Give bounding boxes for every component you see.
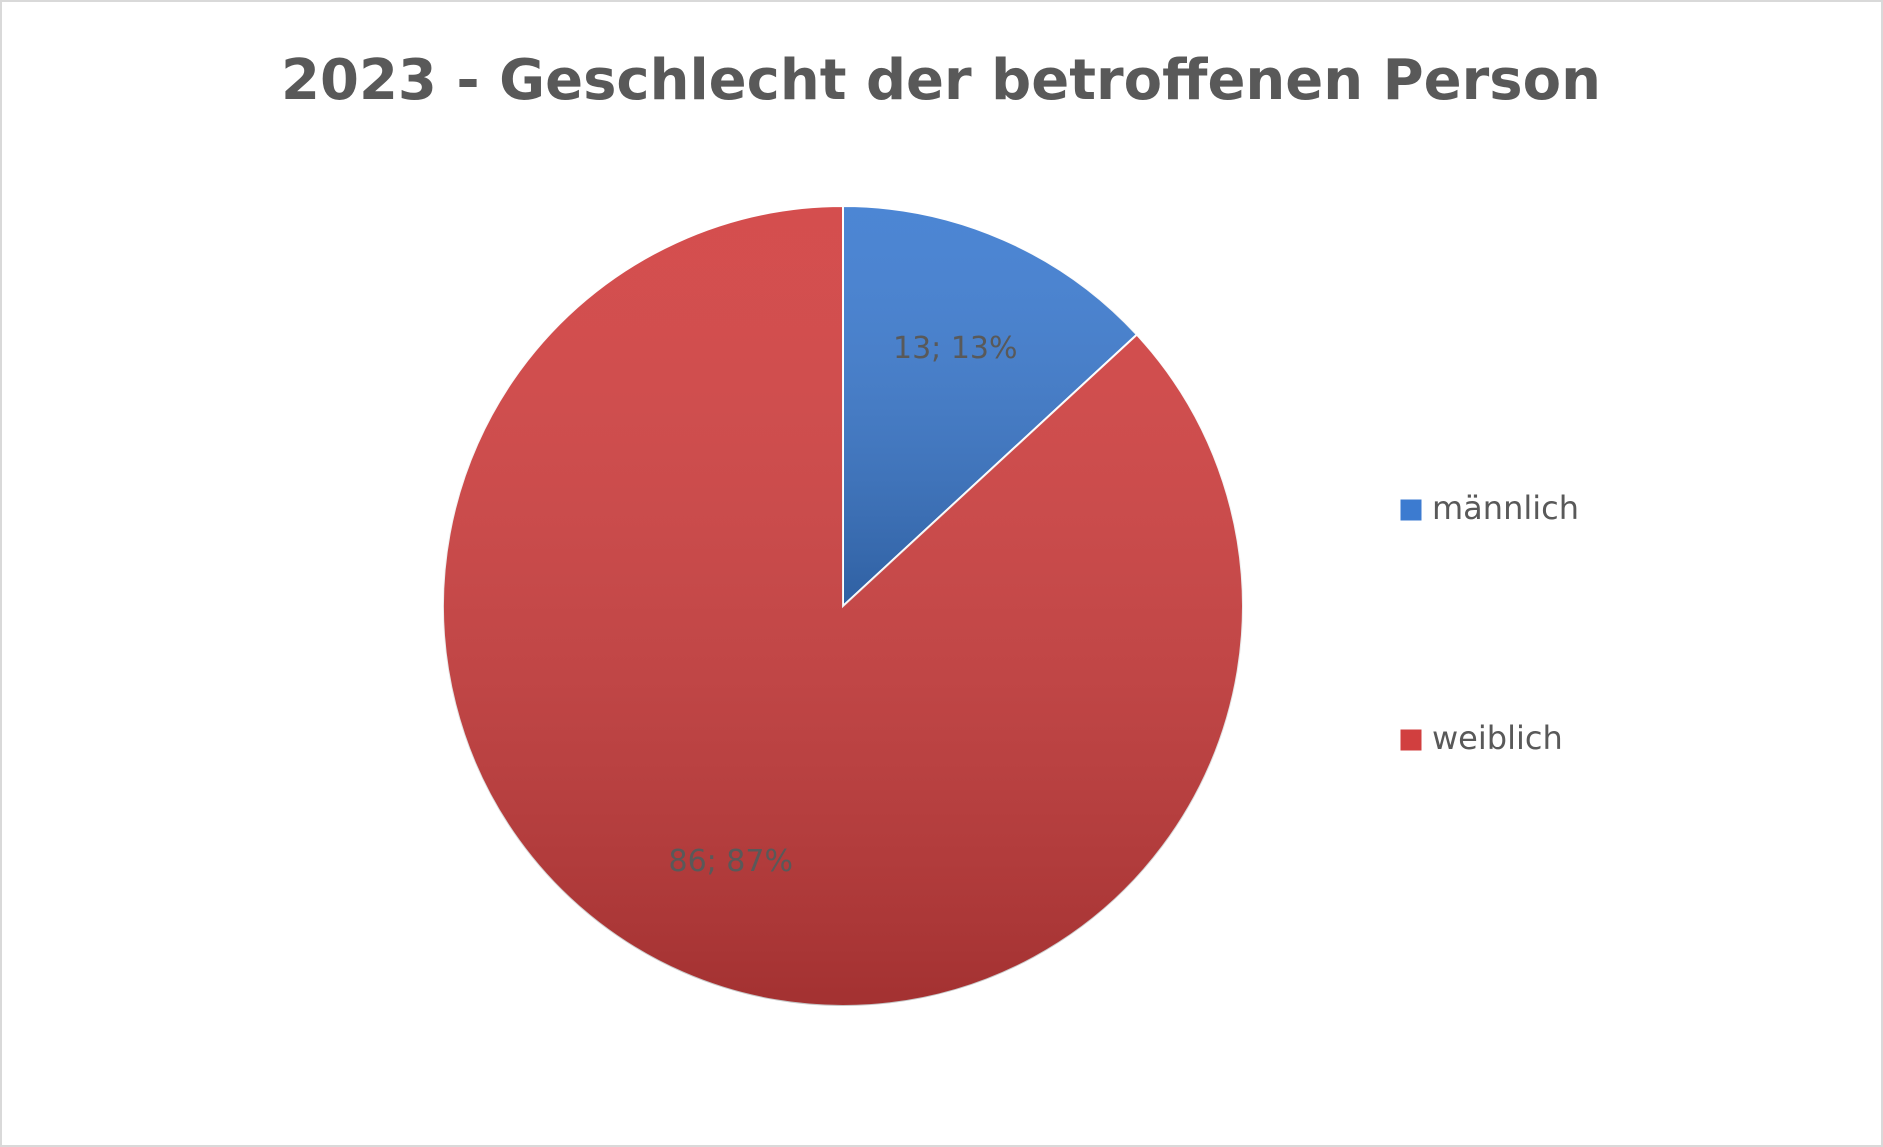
slice-shading [443,206,1244,1006]
legend-swatch [1399,728,1423,752]
data-label: 86; 87% [668,844,793,879]
data-labels: 13; 13% 86; 87% [668,331,1017,879]
legend: männlich weiblich [1399,489,1579,757]
data-label: 13; 13% [893,331,1018,366]
legend-swatch [1399,498,1423,522]
legend-label: weiblich [1432,719,1563,757]
pie [442,204,1244,1007]
legend-label: männlich [1432,489,1579,527]
chart-title: 2023 - Geschlecht der betroffenen Person [281,48,1601,113]
slice-shading [843,206,1137,606]
